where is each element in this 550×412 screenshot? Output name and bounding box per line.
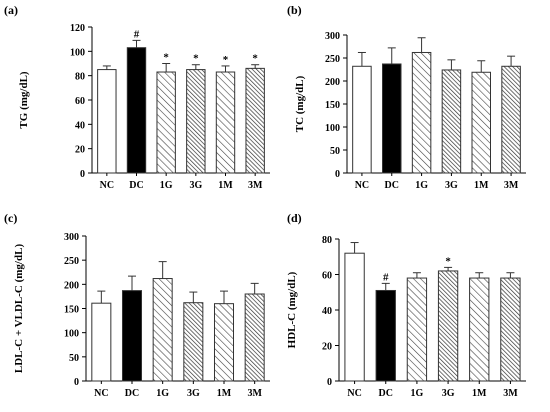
y-tick-label: 200 (325, 77, 340, 88)
significance-marker: # (134, 28, 140, 40)
chart-panel-1: (a) 0 20 40 60 80 100 120 TG (mg/dL) NC # DC * 1G * 3G *… (4, 3, 270, 191)
chart-panel-4: (d) 0 20 40 60 80 HDL-C (mg/dL) NC # DC 1G * 3G 1M 3M (286, 211, 526, 399)
y-tick-label: 60 (75, 96, 85, 107)
bar-1m (471, 71, 491, 174)
y-axis-label: HDL-C (mg/dL) (286, 271, 298, 348)
y-tick-label: 20 (75, 145, 85, 156)
y-tick-label: 0 (74, 377, 79, 388)
x-tick-label: 1G (160, 180, 173, 191)
chart-panel-3: (c) 0 50 100 150 200 250 300 LDL-C + VLDL-C (mg/… (4, 211, 270, 399)
y-tick-label: 0 (327, 377, 332, 388)
y-tick-label: 120 (70, 23, 85, 34)
x-tick-label: 3G (187, 388, 200, 399)
bar-1m (215, 71, 236, 174)
bar-nc (97, 69, 117, 174)
bar-dc (375, 289, 396, 382)
y-tick-label: 40 (322, 306, 332, 317)
x-tick-label: 3G (442, 388, 455, 399)
panel-label: (d) (287, 211, 302, 225)
y-tick-label: 300 (64, 232, 79, 243)
x-tick-label: 1G (415, 180, 428, 191)
bar-dc (382, 63, 402, 174)
significance-marker: # (383, 271, 389, 283)
y-axis-label: LDL-C + VLDL-C (mg/dL) (13, 244, 25, 374)
y-tick-label: 100 (325, 123, 340, 134)
significance-marker: * (252, 53, 258, 65)
y-tick-label: 150 (325, 100, 340, 111)
y-tick-label: 250 (325, 54, 340, 65)
bar-3m (244, 293, 265, 382)
bar-3g (183, 302, 204, 382)
significance-marker: * (163, 52, 169, 64)
x-tick-label: 1M (472, 388, 487, 399)
y-tick-label: 50 (69, 353, 79, 364)
bar-1g (152, 278, 173, 382)
significance-marker: * (193, 53, 199, 65)
y-tick-label: 50 (330, 146, 340, 157)
bar-3m (500, 277, 521, 382)
x-tick-label: NC (100, 180, 114, 191)
bar-3g (441, 69, 462, 174)
significance-marker: * (223, 54, 229, 66)
y-tick-label: 150 (64, 305, 79, 316)
x-tick-label: DC (379, 388, 393, 399)
bar-nc (91, 302, 112, 382)
y-tick-label: 250 (64, 256, 79, 267)
chart-panel-2: (b) 0 50 100 150 200 250 300 TC (mg/dL) NC DC 1G 3G 1… (287, 3, 526, 191)
x-tick-label: 3M (504, 180, 519, 191)
bar-1m (213, 303, 235, 382)
x-tick-label: 1G (156, 388, 169, 399)
x-tick-label: 3G (445, 180, 458, 191)
x-tick-label: 1G (411, 388, 424, 399)
x-tick-label: 1M (474, 180, 489, 191)
x-tick-label: NC (94, 388, 108, 399)
y-tick-label: 60 (322, 271, 332, 282)
y-tick-label: 200 (64, 280, 79, 291)
y-tick-label: 80 (75, 72, 85, 83)
bar-dc (126, 47, 147, 174)
x-tick-label: 1M (218, 180, 233, 191)
y-tick-label: 0 (80, 169, 85, 180)
bar-nc (344, 252, 365, 382)
x-tick-label: DC (385, 180, 399, 191)
bar-1g (406, 277, 428, 382)
panel-label: (b) (287, 3, 302, 17)
x-tick-label: NC (355, 180, 369, 191)
x-tick-label: NC (347, 388, 361, 399)
x-tick-label: 3G (189, 180, 202, 191)
bar-3g (186, 69, 206, 174)
bar-dc (121, 290, 143, 382)
x-tick-label: 3M (247, 388, 262, 399)
x-tick-label: 1M (217, 388, 232, 399)
bar-3g (437, 270, 459, 382)
y-tick-label: 0 (335, 169, 340, 180)
panel-label: (c) (4, 211, 17, 225)
y-tick-label: 80 (322, 235, 332, 246)
y-tick-label: 100 (70, 47, 85, 58)
bar-1g (411, 51, 432, 174)
panel-label: (a) (4, 3, 18, 17)
x-tick-label: DC (129, 180, 143, 191)
x-tick-label: DC (125, 388, 139, 399)
y-tick-label: 300 (325, 31, 340, 42)
x-tick-label: 3M (503, 388, 518, 399)
bar-1g (156, 71, 176, 174)
bar-3m (245, 67, 265, 174)
y-tick-label: 20 (322, 342, 332, 353)
bar-1m (469, 277, 490, 382)
y-tick-label: 40 (75, 120, 85, 131)
bar-nc (352, 65, 372, 174)
y-tick-label: 100 (64, 329, 79, 340)
bar-3m (501, 65, 521, 174)
significance-marker: * (445, 255, 451, 267)
x-tick-label: 3M (248, 180, 263, 191)
y-axis-label: TC (mg/dL) (294, 75, 306, 132)
y-axis-label: TG (mg/dL) (18, 71, 30, 128)
